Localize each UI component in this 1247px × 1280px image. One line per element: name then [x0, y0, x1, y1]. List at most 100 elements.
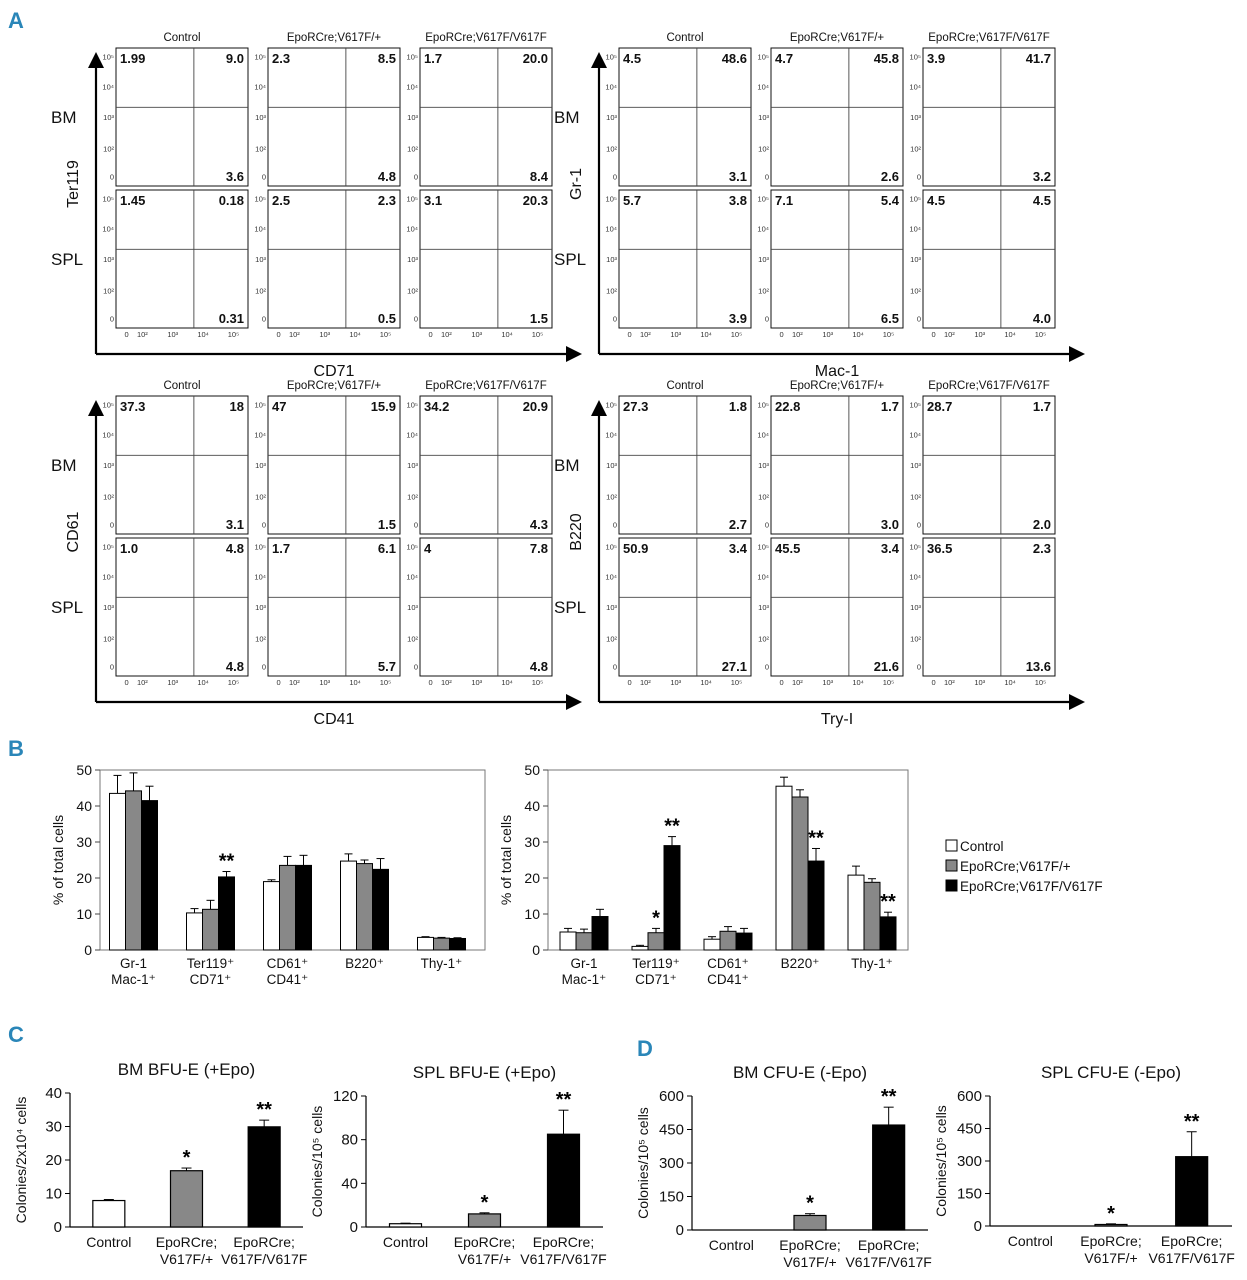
flow-tick-x: 10² [289, 330, 300, 339]
bar [647, 932, 665, 951]
quadrant-value-upper-left: 28.7 [927, 399, 952, 414]
y-tick-label: 10 [524, 906, 540, 922]
y-tick-label: 50 [76, 762, 92, 778]
legend-swatch [945, 839, 958, 852]
flow-tick-y: 10² [758, 287, 769, 296]
flow-tick-y: 10³ [606, 113, 617, 122]
quadrant-value-upper-left: 4.7 [775, 51, 793, 66]
quadrant-value-upper-left: 2.3 [272, 51, 290, 66]
flow-tick-y: 10⁵ [103, 542, 114, 551]
flow-tick-y: 0 [262, 314, 266, 323]
quadrant-value-lower-right: 4.8 [530, 659, 548, 674]
bar [791, 796, 809, 951]
flow-tick-y: 10⁴ [406, 225, 418, 234]
flow-tick-y: 10⁴ [254, 573, 266, 582]
y-tick-label: 30 [76, 834, 92, 850]
quadrant-value-upper-left: 22.8 [775, 399, 800, 414]
bar [703, 938, 721, 951]
y-tick-label: 300 [957, 1153, 982, 1170]
category-label: V617F/+ [160, 1251, 213, 1267]
y-tick-label: 50 [524, 762, 540, 778]
flow-tick-y: 10² [255, 287, 266, 296]
y-tick-label: 0 [84, 942, 92, 958]
quadrant-value-lower-right: 4.8 [378, 169, 396, 184]
y-tick-label: 300 [659, 1155, 684, 1172]
flow-tick-y: 10⁵ [758, 194, 769, 203]
flow-tick-y: 0 [414, 172, 418, 181]
quadrant-value-upper-left: 34.2 [424, 399, 449, 414]
flow-tick-y: 0 [613, 314, 617, 323]
flow-plot-frame [770, 537, 904, 677]
flow-tick-y: 10³ [407, 113, 418, 122]
flow-tick-y: 10³ [606, 603, 617, 612]
y-tick-label: 30 [524, 834, 540, 850]
quadrant-value-lower-right: 0.5 [378, 311, 396, 326]
bar [591, 916, 609, 951]
quadrant-value-upper-left: 4.5 [623, 51, 641, 66]
bar [202, 908, 219, 951]
category-label: B220⁺ [345, 956, 384, 971]
flow-tick-y: 10³ [103, 461, 114, 470]
flow-tick-y: 10⁴ [909, 225, 921, 234]
quadrant-value-upper-left: 1.7 [424, 51, 442, 66]
flow-tick-x: 10² [792, 678, 803, 687]
quadrant-value-upper-right: 45.8 [874, 51, 899, 66]
quadrant-value-upper-left: 3.1 [424, 193, 442, 208]
category-label: CD71⁺ [190, 972, 232, 987]
significance-marker: * [652, 907, 660, 929]
row-label: SPL [51, 598, 83, 617]
flow-tick-y: 10⁴ [909, 431, 921, 440]
category-label: V617F/+ [783, 1254, 836, 1270]
y-tick-label: 80 [341, 1132, 358, 1149]
flow-tick-x: 10³ [974, 678, 985, 687]
y-axis-arrowhead [88, 52, 104, 68]
flow-tick-y: 0 [765, 662, 769, 671]
flow-tick-y: 10⁵ [910, 52, 921, 61]
bar [879, 916, 897, 951]
category-label: Ter119⁺ [632, 956, 679, 971]
flow-tick-x: 10⁵ [380, 678, 391, 687]
quadrant-value-upper-right: 9.0 [226, 51, 244, 66]
flow-tick-x: 10³ [670, 678, 681, 687]
x-axis-label: Mac-1 [815, 363, 860, 380]
flow-tick-y: 10² [606, 635, 617, 644]
flow-tick-y: 10³ [910, 113, 921, 122]
flow-tick-y: 10⁵ [910, 194, 921, 203]
category-label: V617F/V617F [845, 1254, 931, 1270]
flow-tick-y: 10⁴ [406, 573, 418, 582]
y-axis-label: CD61 [65, 511, 82, 552]
flow-tick-y: 10² [606, 145, 617, 154]
flow-plot-frame [922, 189, 1056, 329]
y-axis-arrowhead [591, 400, 607, 416]
flow-plot-frame [419, 537, 553, 677]
legend-label: EpoRCre;V617F/V617F [960, 879, 1103, 894]
quadrant-value-upper-right: 2.3 [378, 193, 396, 208]
y-tick-label: 150 [957, 1186, 982, 1203]
quadrant-value-lower-right: 8.4 [530, 169, 549, 184]
bar [546, 1133, 581, 1228]
quadrant-value-upper-right: 4.5 [1033, 193, 1051, 208]
bar [109, 792, 126, 951]
significance-marker: ** [880, 891, 896, 913]
flow-tick-x: 0 [124, 678, 128, 687]
column-title: Control [163, 380, 200, 392]
flow-tick-x: 10⁵ [1035, 330, 1046, 339]
category-label: CD71⁺ [635, 972, 677, 987]
quadrant-value-upper-right: 8.5 [378, 51, 396, 66]
quadrant-value-lower-right: 3.1 [729, 169, 747, 184]
y-tick-label: 150 [659, 1189, 684, 1206]
flow-tick-x: 0 [428, 330, 432, 339]
y-tick-label: 450 [659, 1122, 684, 1139]
quadrant-value-upper-right: 4.8 [226, 541, 244, 556]
flow-plot-frame [922, 47, 1056, 187]
flow-plot-frame [267, 189, 401, 329]
chart-title: SPL BFU-E (+Epo) [413, 1063, 556, 1082]
flow-tick-x: 10⁴ [197, 678, 209, 687]
x-axis-label: CD41 [314, 711, 355, 728]
column-title: Control [163, 32, 200, 44]
flow-tick-y: 10² [758, 635, 769, 644]
flow-tick-y: 10⁵ [606, 400, 617, 409]
flow-tick-y: 10⁵ [758, 52, 769, 61]
